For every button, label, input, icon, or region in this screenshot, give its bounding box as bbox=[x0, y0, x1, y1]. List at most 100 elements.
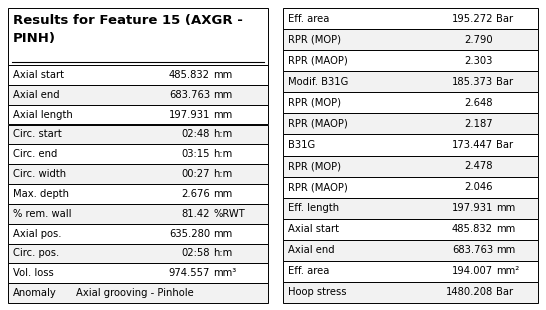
Text: Eff. area: Eff. area bbox=[288, 14, 329, 24]
Bar bbox=[8, 164, 268, 184]
Text: Vol. loss: Vol. loss bbox=[13, 268, 54, 278]
Text: 2.676: 2.676 bbox=[181, 189, 210, 199]
Bar bbox=[8, 8, 268, 65]
Text: h:m: h:m bbox=[213, 169, 232, 179]
Bar bbox=[8, 105, 268, 125]
Text: Circ. end: Circ. end bbox=[13, 149, 57, 159]
Text: RPR (MOP): RPR (MOP) bbox=[288, 98, 341, 108]
Text: mm: mm bbox=[213, 70, 232, 80]
Text: 173.447: 173.447 bbox=[452, 140, 493, 150]
Text: mm: mm bbox=[496, 224, 515, 234]
Bar bbox=[8, 184, 268, 204]
Text: Circ. width: Circ. width bbox=[13, 169, 66, 179]
Text: 2.046: 2.046 bbox=[465, 182, 493, 192]
Text: Circ. start: Circ. start bbox=[13, 129, 62, 140]
Text: mm: mm bbox=[496, 245, 515, 255]
Text: Max. depth: Max. depth bbox=[13, 189, 69, 199]
Text: Hoop stress: Hoop stress bbox=[288, 287, 347, 298]
Text: Axial grooving - Pinhole: Axial grooving - Pinhole bbox=[76, 288, 194, 298]
Text: Anomaly: Anomaly bbox=[13, 288, 57, 298]
Text: PINH): PINH) bbox=[13, 32, 56, 45]
Text: 02:58: 02:58 bbox=[181, 248, 210, 259]
Text: Eff. area: Eff. area bbox=[288, 266, 329, 277]
Text: mm: mm bbox=[213, 109, 232, 120]
Text: Axial end: Axial end bbox=[288, 245, 335, 255]
Text: 03:15: 03:15 bbox=[181, 149, 210, 159]
Text: 1480.208: 1480.208 bbox=[446, 287, 493, 298]
Text: 2.303: 2.303 bbox=[465, 56, 493, 66]
Text: 2.478: 2.478 bbox=[465, 161, 493, 171]
Text: 485.832: 485.832 bbox=[169, 70, 210, 80]
Bar bbox=[283, 240, 538, 261]
Text: 2.187: 2.187 bbox=[465, 119, 493, 129]
Text: 197.931: 197.931 bbox=[452, 203, 493, 213]
Text: B31G: B31G bbox=[288, 140, 315, 150]
Text: RPR (MAOP): RPR (MAOP) bbox=[288, 56, 348, 66]
Bar bbox=[8, 85, 268, 105]
Text: mm²: mm² bbox=[496, 266, 519, 277]
Text: 185.373: 185.373 bbox=[452, 77, 493, 87]
Text: Results for Feature 15 (AXGR -: Results for Feature 15 (AXGR - bbox=[13, 14, 243, 27]
Bar bbox=[283, 156, 538, 177]
Text: Bar: Bar bbox=[496, 140, 513, 150]
Text: %RWT: %RWT bbox=[213, 209, 245, 219]
Text: 2.648: 2.648 bbox=[465, 98, 493, 108]
Bar bbox=[283, 261, 538, 282]
Text: Circ. pos.: Circ. pos. bbox=[13, 248, 60, 259]
Text: 197.931: 197.931 bbox=[169, 109, 210, 120]
Text: 635.280: 635.280 bbox=[169, 228, 210, 239]
Text: Bar: Bar bbox=[496, 77, 513, 87]
Bar bbox=[8, 65, 268, 85]
Text: 02:48: 02:48 bbox=[182, 129, 210, 140]
Text: 81.42: 81.42 bbox=[181, 209, 210, 219]
Text: mm: mm bbox=[213, 189, 232, 199]
Bar bbox=[8, 204, 268, 224]
Text: 683.763: 683.763 bbox=[452, 245, 493, 255]
Text: % rem. wall: % rem. wall bbox=[13, 209, 72, 219]
Bar bbox=[8, 263, 268, 283]
Text: Axial start: Axial start bbox=[288, 224, 339, 234]
Bar bbox=[283, 92, 538, 113]
Bar bbox=[283, 71, 538, 92]
Bar bbox=[8, 243, 268, 263]
Bar bbox=[283, 135, 538, 156]
Text: mm: mm bbox=[213, 228, 232, 239]
Text: RPR (MAOP): RPR (MAOP) bbox=[288, 182, 348, 192]
Bar bbox=[283, 177, 538, 198]
Text: mm³: mm³ bbox=[213, 268, 236, 278]
Bar bbox=[283, 50, 538, 71]
Text: Eff. length: Eff. length bbox=[288, 203, 339, 213]
Text: RPR (MOP): RPR (MOP) bbox=[288, 35, 341, 45]
Text: 195.272: 195.272 bbox=[452, 14, 493, 24]
Text: Axial pos.: Axial pos. bbox=[13, 228, 62, 239]
Text: 194.007: 194.007 bbox=[452, 266, 493, 277]
Bar bbox=[8, 125, 268, 144]
Text: RPR (MOP): RPR (MOP) bbox=[288, 161, 341, 171]
Text: 00:27: 00:27 bbox=[181, 169, 210, 179]
Bar bbox=[283, 29, 538, 50]
Bar bbox=[8, 283, 268, 303]
Text: 683.763: 683.763 bbox=[169, 90, 210, 100]
Text: 485.832: 485.832 bbox=[452, 224, 493, 234]
Text: 2.790: 2.790 bbox=[465, 35, 493, 45]
Text: mm: mm bbox=[496, 203, 515, 213]
Bar bbox=[8, 144, 268, 164]
Text: Modif. B31G: Modif. B31G bbox=[288, 77, 348, 87]
Text: 974.557: 974.557 bbox=[169, 268, 210, 278]
Text: h:m: h:m bbox=[213, 248, 232, 259]
Text: mm: mm bbox=[213, 90, 232, 100]
Bar bbox=[283, 198, 538, 219]
Text: Axial length: Axial length bbox=[13, 109, 73, 120]
Text: Bar: Bar bbox=[496, 287, 513, 298]
Text: h:m: h:m bbox=[213, 129, 232, 140]
Bar bbox=[283, 219, 538, 240]
Text: Bar: Bar bbox=[496, 14, 513, 24]
Text: h:m: h:m bbox=[213, 149, 232, 159]
Bar bbox=[283, 8, 538, 29]
Text: Axial end: Axial end bbox=[13, 90, 60, 100]
Bar bbox=[283, 113, 538, 135]
Bar bbox=[8, 224, 268, 243]
Bar bbox=[283, 282, 538, 303]
Text: Axial start: Axial start bbox=[13, 70, 64, 80]
Text: RPR (MAOP): RPR (MAOP) bbox=[288, 119, 348, 129]
